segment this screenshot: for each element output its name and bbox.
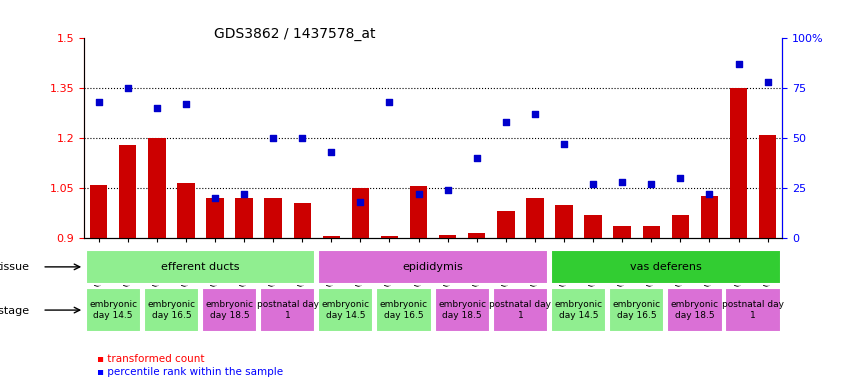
FancyBboxPatch shape bbox=[726, 288, 780, 332]
Bar bbox=[264, 198, 282, 238]
Bar bbox=[352, 188, 369, 238]
Point bbox=[267, 135, 280, 141]
Point bbox=[237, 191, 251, 197]
FancyBboxPatch shape bbox=[318, 288, 373, 332]
FancyBboxPatch shape bbox=[260, 288, 315, 332]
Bar bbox=[643, 227, 660, 238]
Bar bbox=[177, 183, 194, 238]
FancyBboxPatch shape bbox=[551, 288, 606, 332]
FancyBboxPatch shape bbox=[435, 288, 489, 332]
Point bbox=[209, 195, 222, 201]
Text: embryonic
day 14.5: embryonic day 14.5 bbox=[554, 300, 603, 320]
Point bbox=[732, 61, 745, 68]
Point bbox=[616, 179, 629, 185]
Text: embryonic
day 16.5: embryonic day 16.5 bbox=[147, 300, 195, 320]
Text: ▪ percentile rank within the sample: ▪ percentile rank within the sample bbox=[97, 367, 283, 377]
Point bbox=[150, 105, 163, 111]
Bar bbox=[613, 227, 631, 238]
Text: embryonic
day 18.5: embryonic day 18.5 bbox=[438, 300, 486, 320]
FancyBboxPatch shape bbox=[202, 288, 257, 332]
Bar bbox=[439, 235, 457, 238]
Text: embryonic
day 16.5: embryonic day 16.5 bbox=[380, 300, 428, 320]
Bar bbox=[730, 88, 747, 238]
Bar bbox=[119, 145, 136, 238]
Bar bbox=[90, 185, 108, 238]
Point bbox=[528, 111, 542, 118]
FancyBboxPatch shape bbox=[144, 288, 199, 332]
Point bbox=[121, 85, 135, 91]
Point bbox=[499, 119, 512, 125]
Bar bbox=[526, 198, 543, 238]
Bar bbox=[555, 205, 573, 238]
Point bbox=[295, 135, 309, 141]
Point bbox=[644, 181, 658, 187]
Point bbox=[354, 199, 368, 205]
Bar bbox=[235, 198, 253, 238]
Point bbox=[703, 191, 717, 197]
Text: GDS3862 / 1437578_at: GDS3862 / 1437578_at bbox=[214, 27, 375, 41]
Point bbox=[383, 99, 396, 105]
Bar bbox=[206, 198, 224, 238]
Point bbox=[412, 191, 426, 197]
Bar bbox=[759, 135, 776, 238]
Text: embryonic
day 18.5: embryonic day 18.5 bbox=[671, 300, 719, 320]
Point bbox=[92, 99, 105, 105]
FancyBboxPatch shape bbox=[86, 288, 140, 332]
FancyBboxPatch shape bbox=[667, 288, 722, 332]
FancyBboxPatch shape bbox=[86, 250, 315, 284]
Bar bbox=[672, 215, 689, 238]
Bar bbox=[381, 237, 398, 238]
Bar bbox=[497, 212, 515, 238]
Text: postnatal day
1: postnatal day 1 bbox=[257, 300, 319, 320]
Point bbox=[441, 187, 454, 193]
Bar bbox=[323, 237, 340, 238]
Text: ▪ transformed count: ▪ transformed count bbox=[97, 354, 204, 364]
Text: embryonic
day 16.5: embryonic day 16.5 bbox=[612, 300, 661, 320]
Text: vas deferens: vas deferens bbox=[630, 262, 701, 272]
Point bbox=[325, 149, 338, 155]
Text: embryonic
day 18.5: embryonic day 18.5 bbox=[205, 300, 254, 320]
FancyBboxPatch shape bbox=[609, 288, 664, 332]
Bar bbox=[701, 197, 718, 238]
Text: efferent ducts: efferent ducts bbox=[161, 262, 240, 272]
Text: embryonic
day 14.5: embryonic day 14.5 bbox=[322, 300, 370, 320]
Point bbox=[761, 79, 775, 85]
Point bbox=[674, 175, 687, 181]
Bar bbox=[148, 138, 166, 238]
Point bbox=[179, 101, 193, 108]
Bar bbox=[410, 187, 427, 238]
Bar bbox=[584, 215, 602, 238]
Text: development stage: development stage bbox=[0, 306, 29, 316]
Text: postnatal day
1: postnatal day 1 bbox=[489, 300, 552, 320]
Point bbox=[558, 141, 571, 147]
Point bbox=[470, 155, 484, 161]
FancyBboxPatch shape bbox=[493, 288, 548, 332]
FancyBboxPatch shape bbox=[551, 250, 780, 284]
Text: epididymis: epididymis bbox=[403, 262, 463, 272]
Text: embryonic
day 14.5: embryonic day 14.5 bbox=[89, 300, 137, 320]
Bar bbox=[468, 233, 485, 238]
FancyBboxPatch shape bbox=[318, 250, 548, 284]
Text: postnatal day
1: postnatal day 1 bbox=[722, 300, 784, 320]
Bar bbox=[294, 203, 311, 238]
Text: tissue: tissue bbox=[0, 262, 29, 272]
FancyBboxPatch shape bbox=[377, 288, 431, 332]
Point bbox=[586, 181, 600, 187]
